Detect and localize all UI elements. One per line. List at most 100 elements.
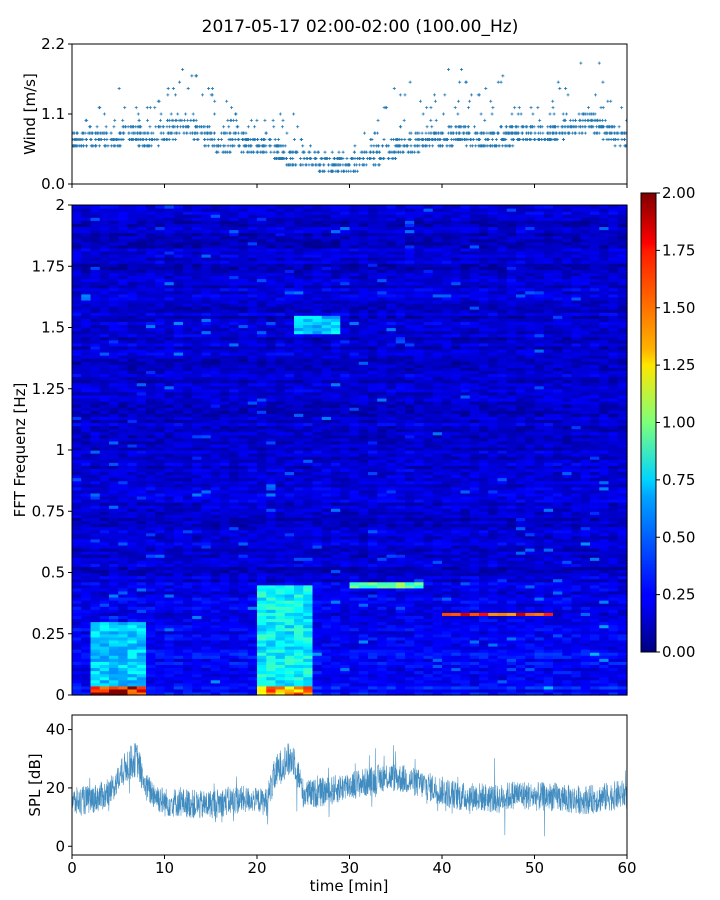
wind-frame <box>72 44 627 184</box>
wind-marker <box>409 81 412 84</box>
wind-marker <box>342 170 345 173</box>
wind-marker <box>505 125 508 128</box>
wind-marker <box>443 93 446 96</box>
wind-marker <box>581 119 584 122</box>
wind-marker <box>604 119 607 122</box>
wind-marker <box>281 125 284 128</box>
wind-marker <box>170 113 173 116</box>
wind-marker <box>430 125 433 128</box>
wind-y-tick-label: 1.1 <box>41 105 65 123</box>
wind-marker <box>480 113 483 116</box>
wind-marker <box>564 87 567 90</box>
wind-marker <box>450 138 453 141</box>
wind-marker <box>337 151 340 154</box>
wind-marker <box>203 138 206 141</box>
wind-marker <box>234 113 237 116</box>
wind-marker <box>497 81 500 84</box>
wind-marker <box>285 157 288 160</box>
wind-marker <box>606 100 609 103</box>
wind-marker <box>317 151 320 154</box>
wind-marker <box>377 119 380 122</box>
wind-marker <box>429 106 432 109</box>
wind-marker <box>157 144 160 147</box>
wind-marker <box>187 87 190 90</box>
wind-y-tick-label: 0.0 <box>41 175 65 193</box>
wind-marker <box>327 170 330 173</box>
wind-marker <box>560 125 563 128</box>
wind-marker <box>281 119 284 122</box>
wind-marker <box>365 151 368 154</box>
wind-marker <box>435 119 438 122</box>
wind-marker <box>192 113 195 116</box>
wind-marker <box>220 138 223 141</box>
wind-marker <box>105 138 108 141</box>
wind-marker <box>176 125 179 128</box>
wind-marker <box>553 113 556 116</box>
wind-marker <box>373 157 376 160</box>
wind-marker <box>458 81 461 84</box>
wind-marker <box>342 151 345 154</box>
wind-marker <box>207 87 210 90</box>
wind-marker <box>314 163 317 166</box>
wind-marker <box>255 119 258 122</box>
wind-marker <box>541 132 544 135</box>
wind-marker <box>121 119 124 122</box>
wind-marker <box>579 125 582 128</box>
wind-marker <box>213 100 216 103</box>
wind-marker <box>285 132 288 135</box>
wind-marker <box>455 132 458 135</box>
wind-marker <box>259 151 262 154</box>
wind-marker <box>601 119 604 122</box>
wind-marker <box>294 163 297 166</box>
wind-marker <box>393 87 396 90</box>
wind-marker <box>85 138 88 141</box>
wind-marker <box>457 100 460 103</box>
wind-marker <box>422 113 425 116</box>
wind-marker <box>179 125 182 128</box>
wind-marker <box>191 132 194 135</box>
wind-marker <box>483 119 486 122</box>
wind-marker <box>474 144 477 147</box>
wind-marker <box>269 151 272 154</box>
wind-marker <box>470 93 473 96</box>
wind-marker <box>557 81 560 84</box>
wind-marker <box>510 113 513 116</box>
wind-marker <box>593 132 596 135</box>
wind-marker <box>598 62 601 65</box>
wind-marker <box>161 138 164 141</box>
wind-marker <box>263 119 266 122</box>
wind-marker <box>154 125 157 128</box>
wind-marker <box>473 125 476 128</box>
wind-marker <box>531 113 534 116</box>
wind-marker <box>445 144 448 147</box>
wind-marker <box>322 163 325 166</box>
wind-marker <box>565 113 568 116</box>
wind-marker <box>468 100 471 103</box>
wind-marker <box>376 132 379 135</box>
wind-marker <box>103 113 106 116</box>
wind-marker <box>442 113 445 116</box>
wind-marker <box>235 119 238 122</box>
wind-marker <box>513 106 516 109</box>
wind-marker <box>106 144 109 147</box>
wind-marker <box>428 144 431 147</box>
wind-y-ticks: 0.01.12.2 <box>41 35 72 193</box>
wind-marker <box>498 144 501 147</box>
wind-marker <box>587 106 590 109</box>
wind-marker <box>128 138 131 141</box>
wind-marker <box>495 138 498 141</box>
wind-marker <box>530 106 533 109</box>
wind-marker <box>399 93 402 96</box>
wind-marker <box>226 119 229 122</box>
wind-marker <box>520 113 523 116</box>
wind-marker <box>425 106 428 109</box>
wind-marker <box>407 151 410 154</box>
wind-marker <box>409 144 412 147</box>
wind-marker <box>167 87 170 90</box>
wind-marker <box>323 151 326 154</box>
wind-marker <box>594 93 597 96</box>
wind-marker <box>159 119 162 122</box>
wind-marker <box>598 132 601 135</box>
wind-marker <box>313 151 316 154</box>
wind-marker <box>277 138 280 141</box>
